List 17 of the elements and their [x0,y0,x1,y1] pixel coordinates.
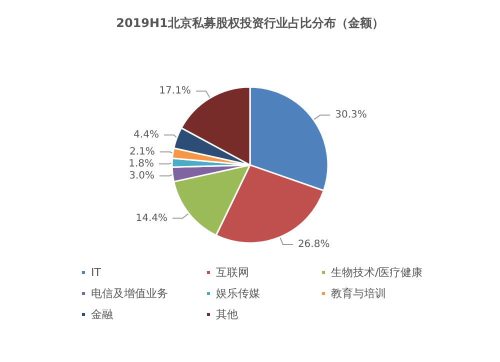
legend-label: 娱乐传媒 [216,287,260,300]
legend-label: 教育与培训 [331,287,386,300]
data-label: 4.4% [134,129,159,140]
legend-label: 互联网 [216,266,249,279]
data-label: 17.1% [159,86,191,97]
legend-label: 生物技术/医疗健康 [331,266,423,279]
chart-title: 2019H1北京私募股权投资行业占比分布（金额） [116,16,384,30]
data-label: 14.4% [136,212,168,224]
data-label: 1.8% [128,158,154,170]
data-label: 3.0% [129,170,155,182]
legend-label: IT [91,266,102,279]
data-label: 30.3% [335,110,367,121]
data-label: 26.8% [298,238,330,250]
legend-label: 电信及增值业务 [91,287,168,300]
legend-label: 金融 [91,308,113,321]
data-label: 2.1% [130,146,155,158]
legend-label: 其他 [216,308,238,321]
